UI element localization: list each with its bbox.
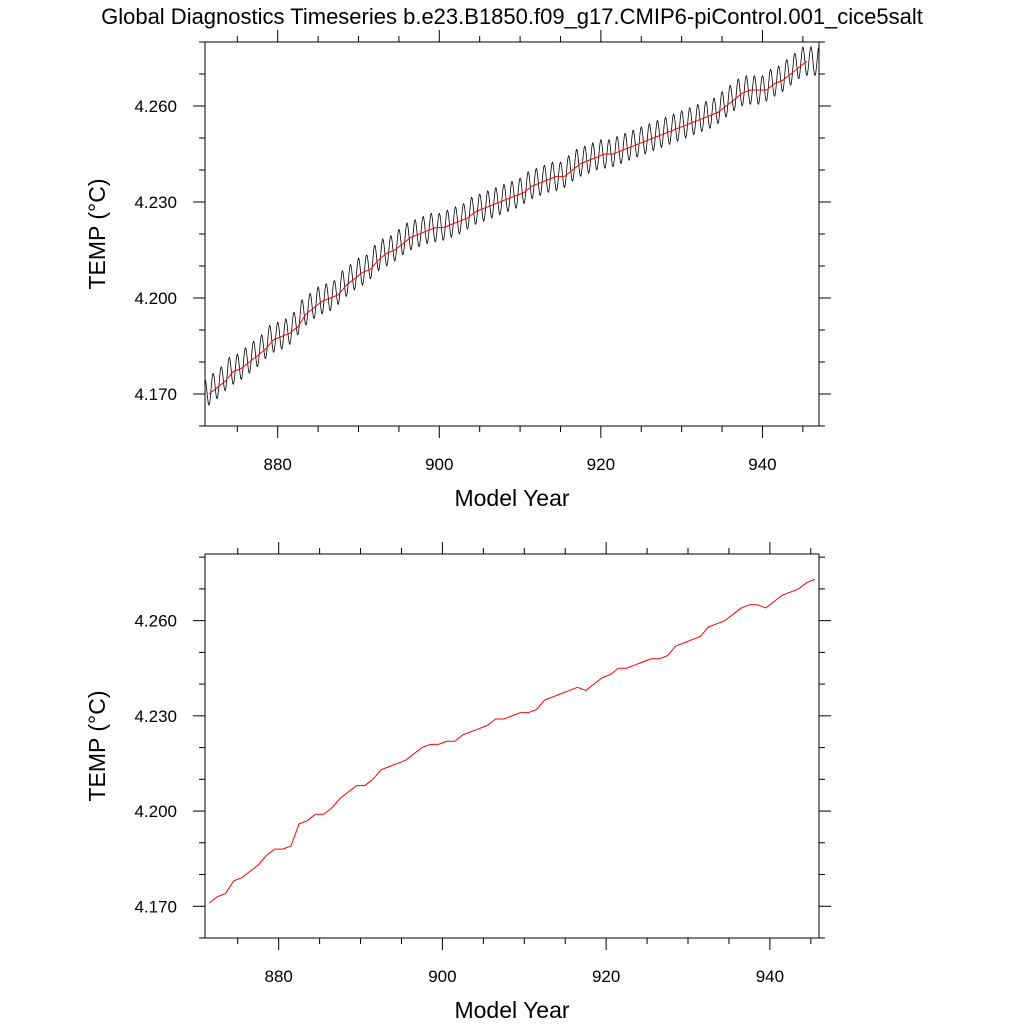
x-tick-label: 920 bbox=[592, 967, 620, 986]
plot-frame bbox=[204, 553, 820, 939]
y-tick-label: 4.200 bbox=[134, 802, 177, 821]
plot-area bbox=[208, 578, 816, 904]
y-tick-label: 4.170 bbox=[134, 897, 177, 916]
annual-mean-temp-line bbox=[208, 578, 816, 904]
figure-title: Global Diagnostics Timeseries b.e23.B185… bbox=[101, 4, 923, 29]
x-axis-label: Model Year bbox=[454, 485, 569, 511]
y-tick-label: 4.260 bbox=[134, 612, 177, 631]
panel-bottom: 880 900 920 940 4.170 4.200 4.230 4.260 Model Ye… bbox=[84, 542, 831, 1023]
y-tick-label: 4.260 bbox=[134, 97, 177, 116]
x-tick-label: 920 bbox=[587, 455, 615, 474]
x-tick-label: 880 bbox=[264, 455, 292, 474]
x-tick-label: 940 bbox=[756, 967, 784, 986]
x-tick-label: 880 bbox=[264, 967, 292, 986]
y-axis-label: TEMP (°C) bbox=[84, 179, 110, 290]
plot-area bbox=[205, 46, 819, 406]
panel-top: 880 900 920 940 4.170 4.200 4.230 4.260 Model Ye… bbox=[84, 30, 831, 511]
y-axis-label: TEMP (°C) bbox=[84, 691, 110, 802]
x-tick-label: 940 bbox=[748, 455, 776, 474]
y-tick-label: 4.200 bbox=[134, 289, 177, 308]
y-tick-label: 4.230 bbox=[134, 707, 177, 726]
x-axis-label: Model Year bbox=[454, 997, 569, 1023]
x-tick-label: 900 bbox=[425, 455, 453, 474]
x-tick-label: 900 bbox=[428, 967, 456, 986]
y-tick-label: 4.230 bbox=[134, 193, 177, 212]
annual-mean-temp-line bbox=[208, 60, 808, 395]
monthly-temp-line bbox=[205, 46, 819, 406]
y-tick-label: 4.170 bbox=[134, 385, 177, 404]
